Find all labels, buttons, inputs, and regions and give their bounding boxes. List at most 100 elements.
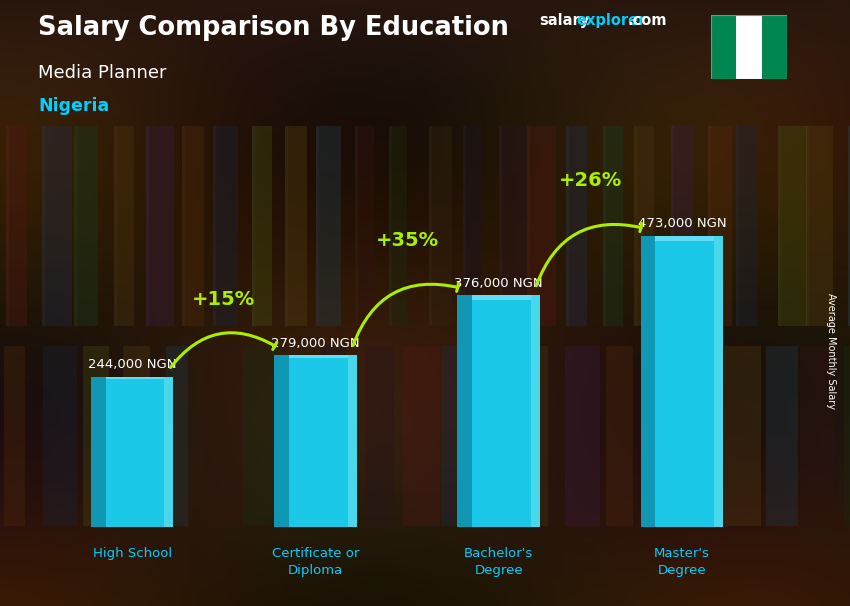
Bar <box>285 126 307 326</box>
Bar <box>355 126 358 326</box>
Bar <box>736 126 739 326</box>
Text: 473,000 NGN: 473,000 NGN <box>638 218 726 230</box>
Bar <box>778 126 781 326</box>
Bar <box>463 126 481 326</box>
Bar <box>778 126 807 326</box>
Bar <box>243 346 280 526</box>
Bar <box>316 126 341 326</box>
Bar <box>671 126 693 326</box>
Bar <box>457 295 473 527</box>
Bar <box>429 126 452 326</box>
Bar <box>499 126 528 326</box>
Bar <box>806 126 809 326</box>
Bar <box>275 355 357 527</box>
Bar <box>848 126 850 326</box>
Text: Bachelor's
Degree: Bachelor's Degree <box>464 547 533 576</box>
Text: explorer: explorer <box>576 13 646 28</box>
Bar <box>527 126 530 326</box>
Bar <box>525 346 548 526</box>
Bar <box>146 126 174 326</box>
Bar <box>42 126 72 326</box>
Bar <box>641 236 655 527</box>
Bar <box>389 126 392 326</box>
Bar <box>844 346 850 526</box>
Bar <box>403 346 440 526</box>
Bar <box>671 126 674 326</box>
Bar <box>213 126 216 326</box>
Bar <box>43 346 77 526</box>
Text: 376,000 NGN: 376,000 NGN <box>454 277 543 290</box>
Bar <box>463 126 466 326</box>
Bar <box>527 126 556 326</box>
Bar <box>287 346 310 526</box>
Bar <box>205 346 241 526</box>
Bar <box>365 346 394 526</box>
Bar <box>645 346 672 526</box>
Bar <box>83 346 109 526</box>
Bar <box>848 126 850 326</box>
Bar <box>655 236 714 241</box>
Bar <box>321 346 346 526</box>
Bar <box>114 126 117 326</box>
Text: +35%: +35% <box>376 231 439 250</box>
Bar <box>146 126 149 326</box>
Bar <box>708 126 711 326</box>
Bar <box>182 126 185 326</box>
Bar <box>275 355 289 527</box>
Bar <box>252 126 272 326</box>
Bar <box>285 126 288 326</box>
Bar <box>634 126 637 326</box>
Text: Certificate or
Diploma: Certificate or Diploma <box>272 547 359 576</box>
Bar <box>348 355 357 527</box>
Bar <box>123 346 150 526</box>
Bar <box>74 126 77 326</box>
Bar <box>806 126 833 326</box>
Bar <box>566 126 587 326</box>
Bar <box>634 126 654 326</box>
Text: 279,000 NGN: 279,000 NGN <box>271 337 360 350</box>
Bar <box>252 126 255 326</box>
Bar <box>481 346 510 526</box>
Bar <box>182 126 204 326</box>
Text: High School: High School <box>93 547 172 559</box>
Bar <box>389 126 407 326</box>
Bar <box>42 126 45 326</box>
Bar <box>91 377 173 527</box>
Bar <box>531 295 540 527</box>
Bar <box>603 126 606 326</box>
Bar <box>91 377 105 527</box>
Text: salary: salary <box>540 13 590 28</box>
Text: +26%: +26% <box>558 171 622 190</box>
Bar <box>708 126 732 326</box>
Text: Media Planner: Media Planner <box>38 64 167 82</box>
Bar <box>105 377 164 379</box>
Text: Master's
Degree: Master's Degree <box>654 547 710 576</box>
Bar <box>800 346 834 526</box>
Bar <box>684 346 719 526</box>
Bar <box>566 126 569 326</box>
Bar <box>473 295 531 299</box>
Bar <box>606 346 633 526</box>
Bar <box>316 126 319 326</box>
Bar <box>74 126 98 326</box>
Bar <box>355 126 374 326</box>
Bar <box>724 346 761 526</box>
Bar <box>762 15 787 79</box>
Text: Average Monthly Salary: Average Monthly Salary <box>826 293 836 410</box>
Bar <box>565 346 600 526</box>
Bar <box>213 126 238 326</box>
Text: 244,000 NGN: 244,000 NGN <box>88 359 177 371</box>
Bar <box>114 126 134 326</box>
Text: +15%: +15% <box>192 290 255 310</box>
Text: .com: .com <box>627 13 666 28</box>
Bar <box>766 346 798 526</box>
Text: Salary Comparison By Education: Salary Comparison By Education <box>38 15 509 41</box>
Bar <box>641 236 723 527</box>
Bar <box>441 346 472 526</box>
Text: Nigeria: Nigeria <box>38 97 110 115</box>
Bar <box>603 126 623 326</box>
Bar <box>736 15 762 79</box>
Bar <box>714 236 723 527</box>
Bar <box>711 15 736 79</box>
Bar <box>499 126 502 326</box>
